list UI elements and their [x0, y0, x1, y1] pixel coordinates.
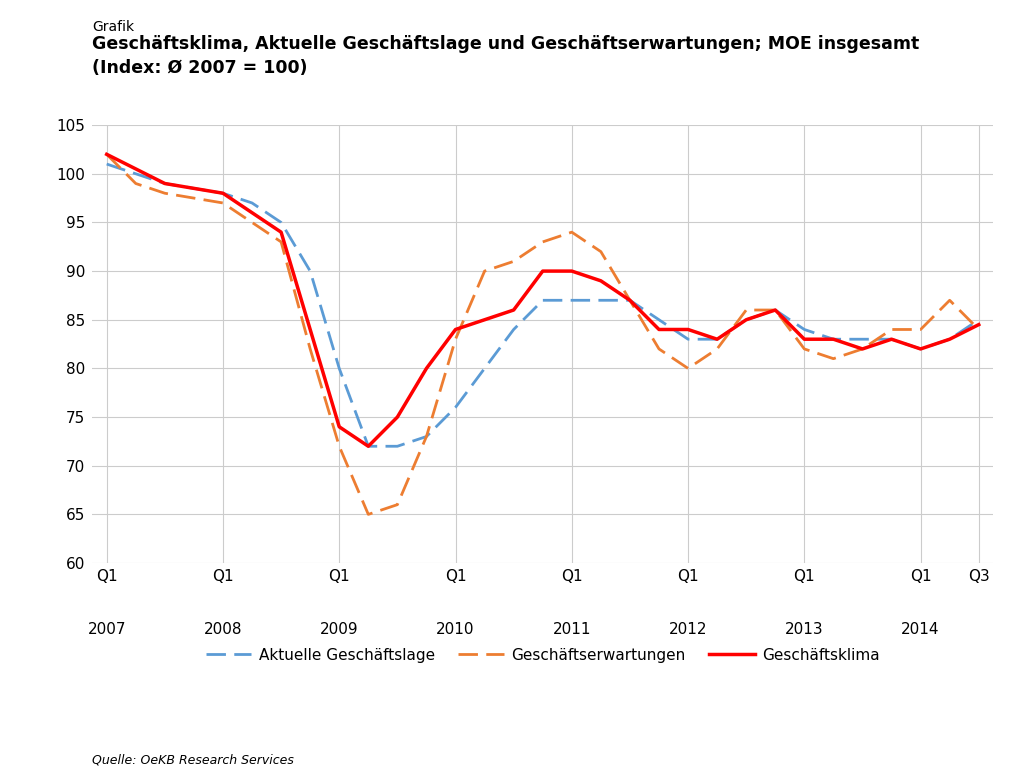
Text: 2012: 2012: [669, 622, 708, 637]
Text: 2010: 2010: [436, 622, 475, 637]
Text: 2011: 2011: [553, 622, 591, 637]
Text: Quelle: OeKB Research Services: Quelle: OeKB Research Services: [92, 753, 294, 766]
Text: 2009: 2009: [319, 622, 358, 637]
Text: 2008: 2008: [204, 622, 243, 637]
Text: Grafik: Grafik: [92, 20, 134, 34]
Text: 2013: 2013: [785, 622, 823, 637]
Legend: Aktuelle Geschäftslage, Geschäftserwartungen, Geschäftsklima: Aktuelle Geschäftslage, Geschäftserwartu…: [200, 641, 886, 669]
Text: (Index: Ø 2007 = 100): (Index: Ø 2007 = 100): [92, 59, 307, 77]
Text: Geschäftsklima, Aktuelle Geschäftslage und Geschäftserwartungen; MOE insgesamt: Geschäftsklima, Aktuelle Geschäftslage u…: [92, 35, 920, 53]
Text: 2014: 2014: [901, 622, 940, 637]
Text: 2007: 2007: [87, 622, 126, 637]
